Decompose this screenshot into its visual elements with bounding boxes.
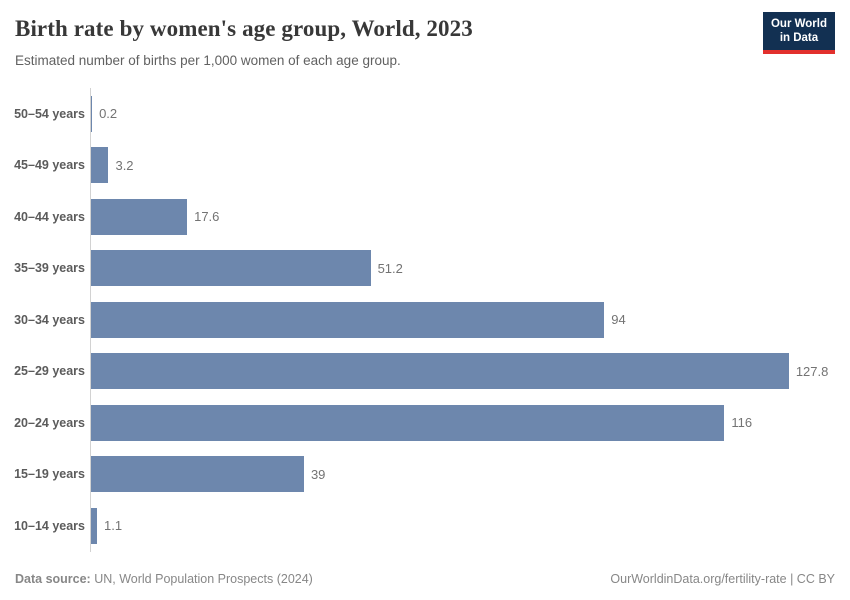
chart-footer: Data source: UN, World Population Prospe… — [15, 572, 835, 586]
bar-row: 15–19 years 39 — [0, 449, 850, 501]
bar-area: 127.8 — [91, 346, 850, 398]
bar-area: 116 — [91, 397, 850, 449]
category-label: 30–34 years — [14, 312, 85, 327]
category-label: 25–29 years — [14, 364, 85, 379]
bar-area: 1.1 — [91, 500, 850, 552]
value-label: 0.2 — [99, 106, 118, 122]
category-label: 35–39 years — [14, 261, 85, 276]
value-label: 3.2 — [115, 157, 134, 173]
chart-subtitle: Estimated number of births per 1,000 wom… — [15, 53, 401, 68]
data-source-text: UN, World Population Prospects (2024) — [94, 572, 313, 586]
value-label: 94 — [611, 312, 626, 328]
data-source: Data source: UN, World Population Prospe… — [15, 572, 313, 586]
category-label: 40–44 years — [14, 209, 85, 224]
owid-logo-line1: Our World — [770, 18, 827, 30]
bar-area: 17.6 — [91, 191, 850, 243]
value-label: 17.6 — [194, 209, 220, 225]
bar-row: 25–29 years 127.8 — [0, 346, 850, 398]
bar-row: 10–14 years 1.1 — [0, 500, 850, 552]
category-label: 45–49 years — [14, 158, 85, 173]
bar[interactable] — [91, 507, 97, 544]
bar[interactable] — [91, 301, 605, 338]
category-label: 15–19 years — [14, 467, 85, 482]
value-label: 127.8 — [795, 363, 829, 379]
bar[interactable] — [91, 198, 188, 235]
credit-link[interactable]: OurWorldinData.org/fertility-rate | CC B… — [610, 572, 835, 586]
bar-row: 40–44 years 17.6 — [0, 191, 850, 243]
bar[interactable] — [91, 404, 725, 441]
data-source-label: Data source: — [15, 572, 91, 586]
bar-row: 45–49 years 3.2 — [0, 140, 850, 192]
bar-row: 35–39 years 51.2 — [0, 243, 850, 295]
value-label: 116 — [731, 415, 753, 431]
bar-row: 20–24 years 116 — [0, 397, 850, 449]
bar-row: 30–34 years 94 — [0, 294, 850, 346]
y-axis-line — [90, 88, 91, 552]
bar-area: 39 — [91, 449, 850, 501]
bar-row: 50–54 years 0.2 — [0, 88, 850, 140]
category-label: 50–54 years — [14, 106, 85, 121]
bar-area: 3.2 — [91, 140, 850, 192]
bar-area: 51.2 — [91, 243, 850, 295]
value-label: 39 — [310, 466, 326, 482]
value-label: 1.1 — [104, 518, 123, 534]
bar[interactable] — [91, 250, 371, 287]
category-label: 20–24 years — [14, 415, 85, 430]
bar[interactable] — [91, 353, 789, 390]
bar[interactable] — [91, 147, 109, 184]
bar[interactable] — [91, 456, 304, 493]
category-label: 10–14 years — [14, 518, 85, 533]
owid-logo[interactable]: Our World in Data — [762, 12, 835, 54]
bar-area: 0.2 — [91, 88, 850, 140]
bar-chart: 50–54 years 0.2 45–49 years 3.2 40–44 years 1… — [0, 88, 850, 552]
bar[interactable] — [91, 95, 93, 132]
bar-area: 94 — [91, 294, 850, 346]
page-title: Birth rate by women's age group, World, … — [15, 16, 473, 41]
value-label: 51.2 — [377, 260, 403, 276]
owid-logo-line2: in Data — [779, 31, 819, 44]
